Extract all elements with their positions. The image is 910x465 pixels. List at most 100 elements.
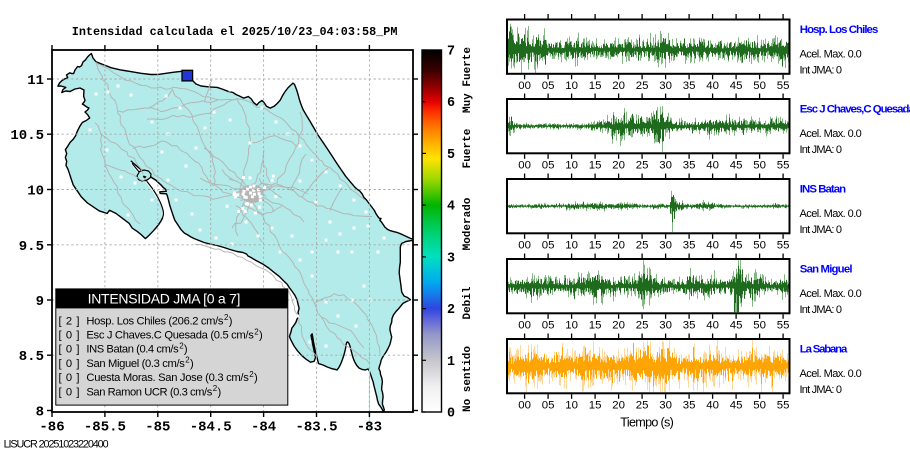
svg-text:40: 40	[706, 159, 719, 171]
svg-text:20: 20	[612, 319, 625, 331]
svg-text:-83.5: -83.5	[295, 420, 337, 436]
svg-text:2: 2	[185, 356, 190, 365]
svg-text:3: 3	[447, 251, 455, 266]
svg-text:10: 10	[27, 184, 44, 200]
svg-text:10.5: 10.5	[10, 128, 44, 144]
svg-text:30: 30	[659, 159, 672, 171]
svg-text:Acel. Max. 0.0: Acel. Max. 0.0	[800, 49, 862, 61]
svg-text:-86: -86	[39, 420, 64, 436]
svg-text:55: 55	[777, 239, 790, 251]
svg-text:[ 0 ]: [ 0 ]	[59, 372, 80, 384]
svg-text:00: 00	[518, 239, 531, 251]
svg-text:00: 00	[518, 80, 531, 92]
svg-text:35: 35	[683, 399, 696, 411]
svg-text:Esc J Chaves,C Quesada: Esc J Chaves,C Quesada	[800, 104, 910, 116]
svg-text:10: 10	[565, 239, 578, 251]
svg-text:55: 55	[777, 159, 790, 171]
svg-text:2: 2	[254, 327, 259, 336]
svg-text:San Miguel: San Miguel	[800, 264, 853, 276]
svg-text:2: 2	[224, 313, 229, 322]
svg-text:San Miguel (0.3 cm/s: San Miguel (0.3 cm/s	[86, 358, 185, 370]
svg-text:45: 45	[730, 319, 743, 331]
svg-text:Tiempo (s): Tiempo (s)	[620, 415, 674, 429]
svg-text:50: 50	[753, 159, 766, 171]
svg-text:15: 15	[589, 319, 602, 331]
svg-text:[ 0 ]: [ 0 ]	[59, 344, 80, 356]
svg-text:Esc J Chaves.C Quesada (0.5 cm: Esc J Chaves.C Quesada (0.5 cm/s	[86, 330, 254, 342]
svg-text:00: 00	[518, 319, 531, 331]
svg-text:8.5: 8.5	[19, 349, 44, 365]
svg-text:11: 11	[27, 73, 44, 89]
svg-text:Moderado: Moderado	[462, 197, 474, 250]
svg-text:9.5: 9.5	[19, 239, 44, 255]
svg-text:50: 50	[753, 319, 766, 331]
svg-text:[ 0 ]: [ 0 ]	[59, 330, 80, 342]
svg-text:[ 0 ]: [ 0 ]	[59, 386, 80, 398]
svg-text:Acel. Max. 0.0: Acel. Max. 0.0	[800, 288, 862, 300]
svg-text:Intensidad calculada el 2025/1: Intensidad calculada el 2025/10/23_04:03…	[72, 25, 398, 39]
svg-text:50: 50	[753, 239, 766, 251]
svg-text:55: 55	[777, 319, 790, 331]
svg-text:): )	[218, 386, 222, 398]
svg-text:9: 9	[36, 294, 44, 310]
svg-text:15: 15	[589, 80, 602, 92]
svg-text:La Sabana: La Sabana	[800, 344, 848, 356]
svg-text:20: 20	[612, 80, 625, 92]
svg-text:20: 20	[612, 399, 625, 411]
svg-text:45: 45	[730, 159, 743, 171]
svg-text:): )	[254, 372, 258, 384]
svg-text:25: 25	[636, 159, 649, 171]
svg-text:15: 15	[589, 239, 602, 251]
svg-text:Hosp. Los Chiles: Hosp. Los Chiles	[800, 24, 879, 36]
svg-text:Fuerte: Fuerte	[462, 128, 474, 168]
svg-text:San Ramon UCR (0.3 cm/s: San Ramon UCR (0.3 cm/s	[86, 386, 212, 398]
svg-text:-84: -84	[251, 420, 276, 436]
svg-text:05: 05	[542, 80, 555, 92]
svg-text:10: 10	[565, 319, 578, 331]
svg-text:Int JMA: 0: Int JMA: 0	[800, 65, 843, 77]
svg-text:[ 2 ]: [ 2 ]	[59, 315, 80, 327]
svg-text:2: 2	[447, 303, 455, 318]
svg-text:8: 8	[36, 405, 44, 421]
svg-text:20: 20	[612, 159, 625, 171]
svg-text:2: 2	[179, 342, 184, 351]
svg-text:): )	[259, 330, 263, 342]
svg-text:): )	[184, 344, 188, 356]
svg-text:45: 45	[730, 239, 743, 251]
svg-text:Int JMA: 0: Int JMA: 0	[800, 224, 843, 236]
svg-text:INS Batan: INS Batan	[800, 184, 846, 196]
svg-text:4: 4	[447, 200, 455, 215]
svg-text:35: 35	[683, 80, 696, 92]
svg-text:50: 50	[753, 80, 766, 92]
svg-text:-83: -83	[357, 420, 382, 436]
svg-text:45: 45	[730, 399, 743, 411]
svg-text:6: 6	[447, 96, 455, 111]
svg-text:Int JMA: 0: Int JMA: 0	[800, 304, 843, 316]
svg-text:35: 35	[683, 159, 696, 171]
svg-text:35: 35	[683, 239, 696, 251]
svg-text:20: 20	[612, 239, 625, 251]
svg-text:35: 35	[683, 319, 696, 331]
svg-text:00: 00	[518, 159, 531, 171]
svg-text:No sentido: No sentido	[462, 346, 474, 412]
svg-text:Acel. Max. 0.0: Acel. Max. 0.0	[800, 368, 862, 380]
svg-text:): )	[190, 358, 194, 370]
svg-text:25: 25	[636, 319, 649, 331]
svg-text:10: 10	[565, 80, 578, 92]
svg-text:Int JMA: 0: Int JMA: 0	[800, 144, 843, 156]
svg-text:05: 05	[542, 319, 555, 331]
svg-text:Cuesta Moras. San Jose (0.3 cm: Cuesta Moras. San Jose (0.3 cm/s	[86, 372, 249, 384]
svg-text:-84.5: -84.5	[190, 420, 232, 436]
svg-text:25: 25	[636, 399, 649, 411]
svg-text:10: 10	[565, 159, 578, 171]
svg-text:[ 0 ]: [ 0 ]	[59, 358, 80, 370]
svg-text:30: 30	[659, 80, 672, 92]
svg-text:40: 40	[706, 399, 719, 411]
svg-text:5: 5	[447, 148, 455, 163]
svg-text:Int JMA: 0: Int JMA: 0	[800, 384, 843, 396]
svg-text:40: 40	[706, 239, 719, 251]
svg-text:-85: -85	[145, 420, 170, 436]
svg-text:-85.5: -85.5	[84, 420, 126, 436]
svg-text:30: 30	[659, 399, 672, 411]
svg-text:25: 25	[636, 80, 649, 92]
